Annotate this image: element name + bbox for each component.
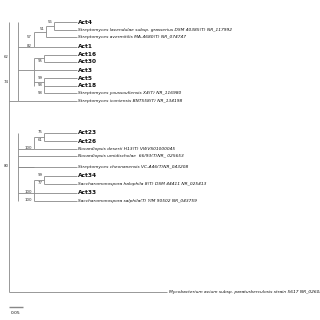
Text: Nocardiopsis umidischolae  66/93(T)NR_ 025653: Nocardiopsis umidischolae 66/93(T)NR_ 02… <box>78 154 184 158</box>
Text: Streptomyces lavendulae subsp. grasserius DSM 40385(T) NR_117992: Streptomyces lavendulae subsp. grasseriu… <box>78 28 232 32</box>
Text: 57: 57 <box>27 35 32 38</box>
Text: Streptomyces youssoufiensis X4(T) NR_116980: Streptomyces youssoufiensis X4(T) NR_116… <box>78 91 181 95</box>
Text: Act34: Act34 <box>78 173 97 178</box>
Text: 100: 100 <box>25 190 32 194</box>
Text: 99: 99 <box>37 76 42 80</box>
Text: 77: 77 <box>37 181 42 185</box>
Text: Act30: Act30 <box>78 59 97 64</box>
Text: 56: 56 <box>48 20 52 24</box>
Text: Saccharomonospora salphila(T) YIM 90502 NR_043759: Saccharomonospora salphila(T) YIM 90502 … <box>78 199 197 203</box>
Text: 58: 58 <box>37 91 42 94</box>
Text: 62: 62 <box>4 55 9 60</box>
Text: Streptomyces iconiensis BNT558(T) NR_134198: Streptomyces iconiensis BNT558(T) NR_134… <box>78 99 182 103</box>
Text: 99: 99 <box>37 173 42 177</box>
Text: Act3: Act3 <box>78 68 93 73</box>
Text: Mycobacterium avium subsp. paraturberculosis strain 5617 NR_02608: Mycobacterium avium subsp. paraturbercul… <box>169 290 320 294</box>
Text: 74: 74 <box>4 80 9 84</box>
Text: Act16: Act16 <box>78 52 97 57</box>
Text: Act4: Act4 <box>78 20 93 25</box>
Text: Act18: Act18 <box>78 83 97 88</box>
Text: 100: 100 <box>25 198 32 202</box>
Text: 95: 95 <box>37 59 42 63</box>
Text: 51: 51 <box>40 27 44 31</box>
Text: Act26: Act26 <box>78 139 97 144</box>
Text: Act23: Act23 <box>78 131 97 135</box>
Text: 80: 80 <box>4 164 9 168</box>
Text: Streptomyces avermitilis MA-4680(T) NR_074747: Streptomyces avermitilis MA-4680(T) NR_0… <box>78 35 186 39</box>
Text: 61: 61 <box>37 139 42 142</box>
Text: Nocardiopsis deserti H13(T) VWVS01000045: Nocardiopsis deserti H13(T) VWVS01000045 <box>78 147 175 151</box>
Text: Saccharomonospora halophila 8(T) DSM 44411 NR_025413: Saccharomonospora halophila 8(T) DSM 444… <box>78 182 206 186</box>
Text: 100: 100 <box>25 146 32 150</box>
Text: Act5: Act5 <box>78 76 93 81</box>
Text: 82: 82 <box>27 44 32 48</box>
Text: 0.05: 0.05 <box>11 311 21 315</box>
Text: Act1: Act1 <box>78 44 93 49</box>
Text: Act33: Act33 <box>78 190 97 195</box>
Text: Streptomyces cheonanensis VC-A46(T)NR_043208: Streptomyces cheonanensis VC-A46(T)NR_04… <box>78 165 188 169</box>
Text: 75: 75 <box>37 130 42 134</box>
Text: 58: 58 <box>37 83 42 87</box>
